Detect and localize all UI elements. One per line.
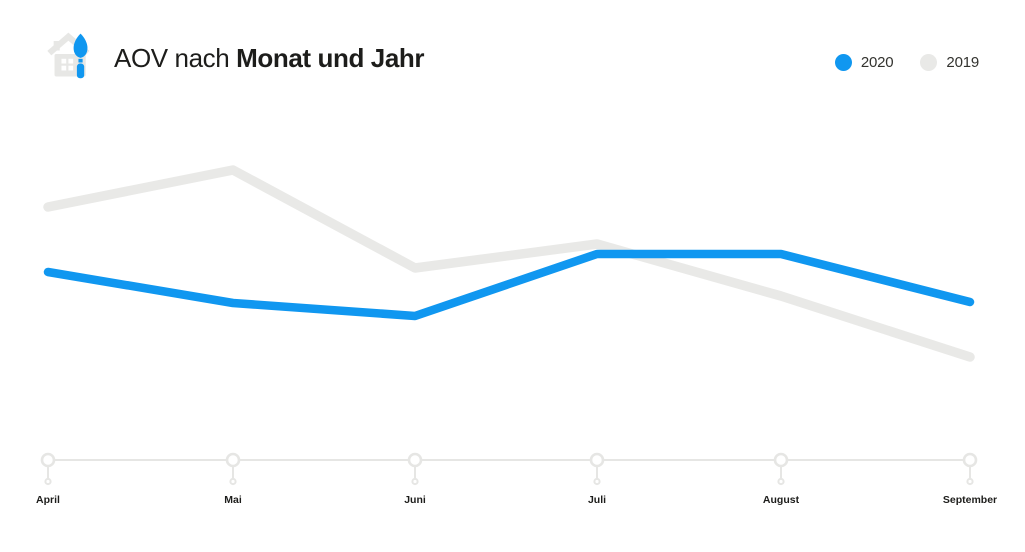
axis-marker-small-Juli — [593, 477, 601, 486]
x-axis-label-Juni: Juni — [404, 494, 426, 506]
x-axis-label-April: April — [36, 494, 60, 506]
axis-marker-Juli — [589, 452, 605, 468]
legend-swatch-2020-icon — [834, 54, 852, 71]
axis-marker-small-Mai — [229, 477, 237, 486]
axis-marker-Juni — [407, 452, 423, 468]
x-axis-label-September: September — [943, 494, 997, 506]
axis-marker-small-August — [777, 477, 785, 486]
legend-label-2020: 2020 — [860, 54, 894, 71]
page-title-bold: Monat und Jahr — [236, 43, 425, 73]
axis-marker-small-Juni — [411, 477, 419, 486]
page-title-regular: AOV nach — [114, 43, 237, 73]
axis-marker-April — [40, 452, 56, 468]
legend-item-2020[interactable]: 2020 — [834, 54, 894, 71]
axis-marker-small-April — [44, 477, 52, 486]
series-line-2020 — [43, 249, 975, 321]
axis-marker-September — [962, 452, 978, 468]
x-axis-label-August: August — [763, 494, 800, 506]
legend-item-2019[interactable]: 2019 — [920, 54, 979, 71]
house-with-trowel-logo-icon — [45, 26, 97, 82]
legend-label-2019: 2019 — [946, 54, 979, 71]
header: AOV nach Monat und Jahr 2020 2019 — [0, 0, 1025, 100]
logo-svg — [47, 32, 90, 79]
legend-swatch-2019-icon — [920, 54, 938, 71]
page-title: AOV nach Monat und Jahr — [114, 45, 424, 71]
axis-marker-small-September — [966, 477, 974, 486]
axis-marker-Mai — [225, 452, 241, 468]
axis-marker-August — [773, 452, 789, 468]
series-line-2019 — [43, 165, 975, 362]
x-axis-label-Juli: Juli — [588, 494, 606, 506]
legend: 2020 2019 — [834, 54, 979, 71]
x-axis-label-Mai: Mai — [224, 494, 242, 506]
